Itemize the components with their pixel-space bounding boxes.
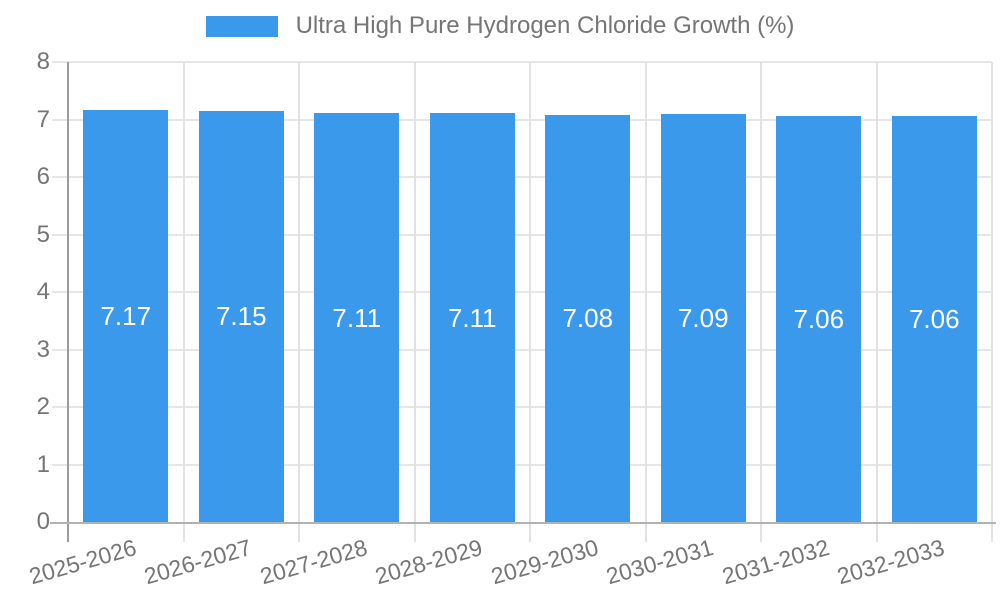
gridline-vertical [298, 62, 300, 542]
bar [429, 113, 515, 522]
gridline-horizontal [52, 176, 992, 178]
x-tick-label: 2025-2026 [26, 534, 139, 590]
y-tick-label: 4 [36, 278, 50, 305]
y-axis-line [67, 62, 69, 542]
gridline-horizontal [52, 118, 992, 121]
bar-value-label: 7.17 [100, 300, 152, 331]
bar [198, 110, 284, 522]
bar [83, 109, 169, 522]
gridline-horizontal [52, 463, 992, 466]
bar [660, 114, 746, 522]
bar [314, 113, 400, 522]
bar [776, 116, 862, 522]
gridline-horizontal [52, 348, 992, 351]
gridline-horizontal [52, 233, 992, 236]
gridline-vertical [413, 62, 416, 542]
legend-swatch [205, 15, 278, 37]
y-tick-label: 3 [36, 335, 50, 363]
gridline-horizontal [52, 406, 992, 408]
gridline-vertical [875, 62, 878, 542]
gridline-vertical [182, 62, 185, 542]
y-tick-label: 0 [36, 508, 50, 535]
x-axis-line [50, 522, 996, 524]
legend-item[interactable]: Ultra High Pure Hydrogen Chloride Growth… [205, 12, 795, 41]
y-tick-label: 7 [36, 105, 50, 133]
gridline-vertical [529, 62, 531, 542]
x-tick-label: 2028-2029 [372, 534, 486, 590]
bar-value-label: 7.06 [793, 304, 845, 335]
bar-value-label: 7.11 [332, 302, 382, 333]
bar-value-label: 7.11 [447, 302, 497, 333]
bar [545, 114, 631, 522]
gridline-horizontal [52, 291, 992, 293]
x-tick-label: 2029-2030 [488, 534, 601, 590]
gridline-vertical [991, 62, 993, 542]
y-tick-label: 6 [36, 163, 50, 190]
y-tick-label: 8 [36, 48, 50, 75]
bar-value-label: 7.15 [215, 301, 267, 332]
legend-label: Ultra High Pure Hydrogen Chloride Growth… [295, 12, 795, 39]
x-tick-label: 2032-2033 [834, 534, 948, 590]
x-tick-label: 2026-2027 [141, 534, 255, 590]
y-tick-label: 2 [36, 393, 50, 420]
x-tick-label: 2030-2031 [603, 534, 717, 590]
bar-value-label: 7.09 [677, 303, 729, 334]
bar [891, 116, 977, 522]
bar-value-label: 7.08 [562, 303, 614, 334]
bar-value-label: 7.06 [908, 304, 960, 335]
x-tick-label: 2027-2028 [257, 534, 370, 590]
legend: Ultra High Pure Hydrogen Chloride Growth… [0, 12, 1000, 41]
x-tick-label: 2031-2032 [719, 534, 832, 590]
gridline-vertical [760, 62, 762, 542]
gridline-vertical [644, 62, 647, 542]
gridline-horizontal [52, 61, 992, 63]
y-tick-label: 1 [36, 450, 50, 478]
y-tick-label: 5 [36, 220, 50, 248]
